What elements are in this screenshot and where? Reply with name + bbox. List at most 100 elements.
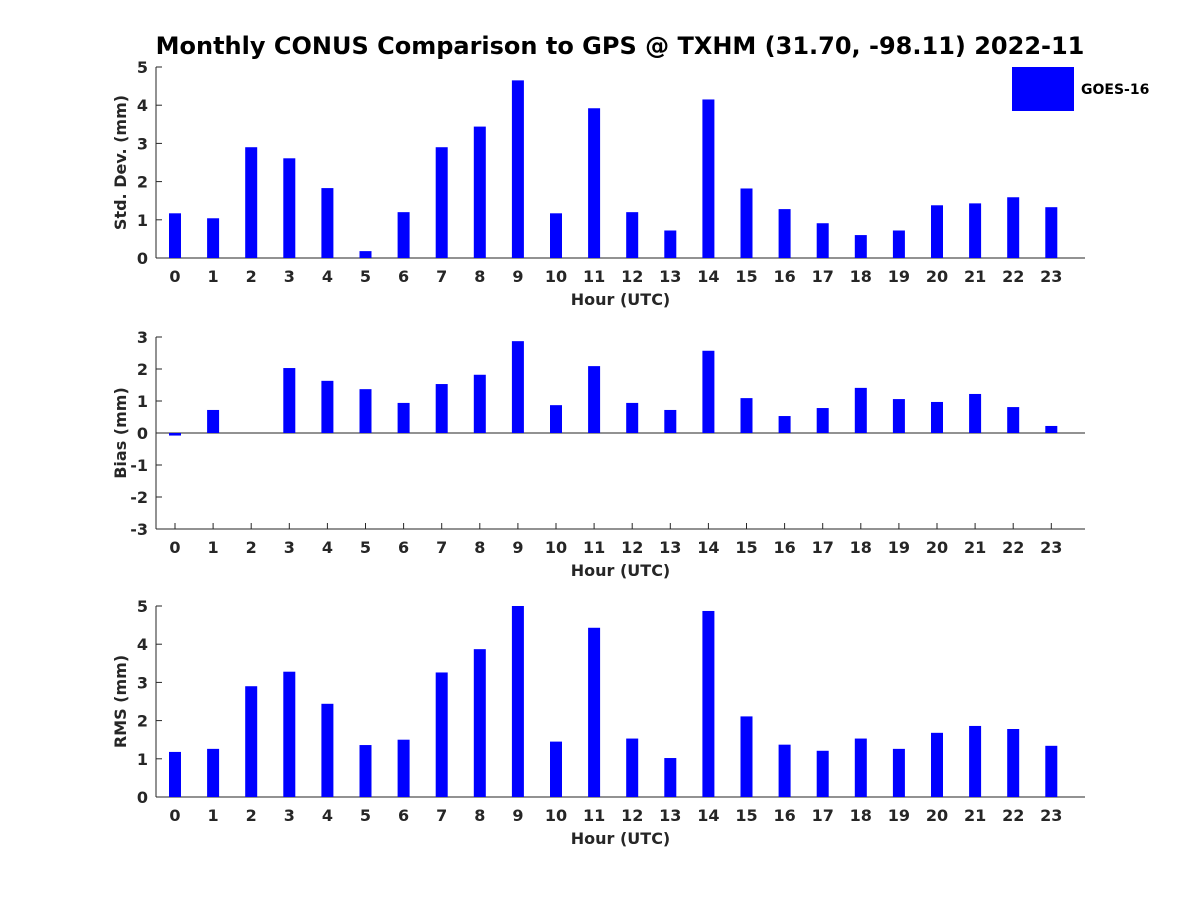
bar-std-dev-mm-16 [778,209,791,258]
bar-rms-mm-20 [931,732,943,797]
bar-std-dev-mm-21 [969,203,982,258]
x-tick-label: 17 [812,538,834,557]
x-tick-label: 10 [545,267,567,286]
x-tick-label: 2 [246,806,257,825]
legend: GOES-16 [1012,67,1149,111]
x-tick-label: 22 [1002,538,1024,557]
y-axis-label: RMS (mm) [111,655,130,748]
x-tick-label: 16 [773,267,795,286]
bar-std-dev-mm-2 [245,147,258,258]
bar-bias-mm-8 [473,374,486,433]
x-tick-label: 12 [621,538,643,557]
chart-title: Monthly CONUS Comparison to GPS @ TXHM (… [156,32,1085,60]
bar-std-dev-mm-22 [1007,197,1020,258]
x-tick-label: 10 [545,806,567,825]
x-tick-label: 18 [850,538,872,557]
y-tick-label: 5 [137,58,148,77]
x-tick-label: 12 [621,806,643,825]
bar-rms-mm-17 [816,750,829,797]
x-tick-label: 17 [812,267,834,286]
x-tick-label: 14 [697,267,719,286]
y-tick-label: 4 [137,635,148,654]
bar-rms-mm-0 [169,751,181,797]
x-tick-label: 2 [246,267,257,286]
bar-rms-mm-21 [969,725,982,797]
bar-std-dev-mm-10 [550,213,562,258]
x-tick-label: 20 [926,267,948,286]
bar-rms-mm-14 [702,610,715,797]
y-tick-label: 2 [137,360,148,379]
x-tick-label: 18 [850,267,872,286]
bar-bias-mm-1 [207,409,220,433]
y-tick-label: 2 [137,173,148,192]
x-tick-label: 21 [964,538,986,557]
x-tick-label: 20 [926,538,948,557]
bar-std-dev-mm-13 [664,230,677,258]
bar-std-dev-mm-5 [359,251,372,258]
bar-rms-mm-1 [207,748,220,797]
x-tick-label: 6 [398,267,409,286]
bar-std-dev-mm-23 [1045,207,1058,258]
x-tick-label: 15 [735,806,757,825]
bar-rms-mm-10 [550,741,562,797]
bar-rms-mm-13 [664,758,677,797]
y-tick-label: -3 [130,520,148,539]
y-tick-label: 4 [137,96,148,115]
x-tick-label: 5 [360,267,371,286]
bar-rms-mm-23 [1045,745,1058,797]
x-tick-label: 13 [659,806,681,825]
bar-std-dev-mm-8 [473,126,486,258]
bar-bias-mm-22 [1007,407,1020,433]
bar-rms-mm-11 [588,627,601,797]
bar-std-dev-mm-6 [397,212,410,258]
x-tick-label: 19 [888,538,910,557]
x-tick-label: 0 [169,538,180,557]
x-tick-label: 1 [208,806,219,825]
bar-std-dev-mm-9 [511,80,524,259]
x-axis-label: Hour (UTC) [571,561,671,580]
bar-std-dev-mm-1 [207,218,220,258]
bar-bias-mm-14 [702,350,715,433]
bar-std-dev-mm-3 [283,158,296,258]
bar-rms-mm-18 [854,738,867,797]
bar-bias-mm-6 [397,402,410,433]
x-tick-label: 3 [284,806,295,825]
bar-bias-mm-21 [969,393,982,433]
x-tick-label: 18 [850,806,872,825]
x-tick-label: 13 [659,538,681,557]
x-tick-label: 8 [474,538,485,557]
x-tick-label: 12 [621,267,643,286]
bar-bias-mm-11 [588,366,601,433]
legend-label-goes-16: GOES-16 [1081,82,1149,98]
x-tick-label: 11 [583,538,605,557]
x-tick-label: 5 [360,806,371,825]
x-tick-label: 19 [888,267,910,286]
x-tick-label: 3 [284,267,295,286]
bar-rms-mm-5 [359,745,372,797]
bar-rms-mm-12 [626,738,639,797]
bar-std-dev-mm-17 [816,223,829,258]
x-tick-label: 15 [735,538,757,557]
bar-std-dev-mm-19 [892,230,905,258]
y-tick-label: 1 [137,211,148,230]
x-tick-label: 2 [246,538,257,557]
bar-std-dev-mm-18 [854,235,867,258]
x-tick-label: 4 [322,806,333,825]
x-tick-label: 8 [474,267,485,286]
bar-bias-mm-3 [283,368,296,433]
bar-bias-mm-9 [511,341,524,433]
bar-bias-mm-20 [931,401,943,433]
y-tick-label: -1 [130,456,148,475]
bar-std-dev-mm-4 [321,188,334,258]
bar-rms-mm-15 [740,716,753,797]
x-tick-label: 7 [436,267,447,286]
bar-std-dev-mm-11 [588,108,601,258]
x-tick-label: 5 [360,538,371,557]
x-tick-label: 22 [1002,267,1024,286]
y-tick-label: 0 [137,788,148,807]
y-tick-label: 1 [137,750,148,769]
bar-bias-mm-19 [892,399,905,433]
